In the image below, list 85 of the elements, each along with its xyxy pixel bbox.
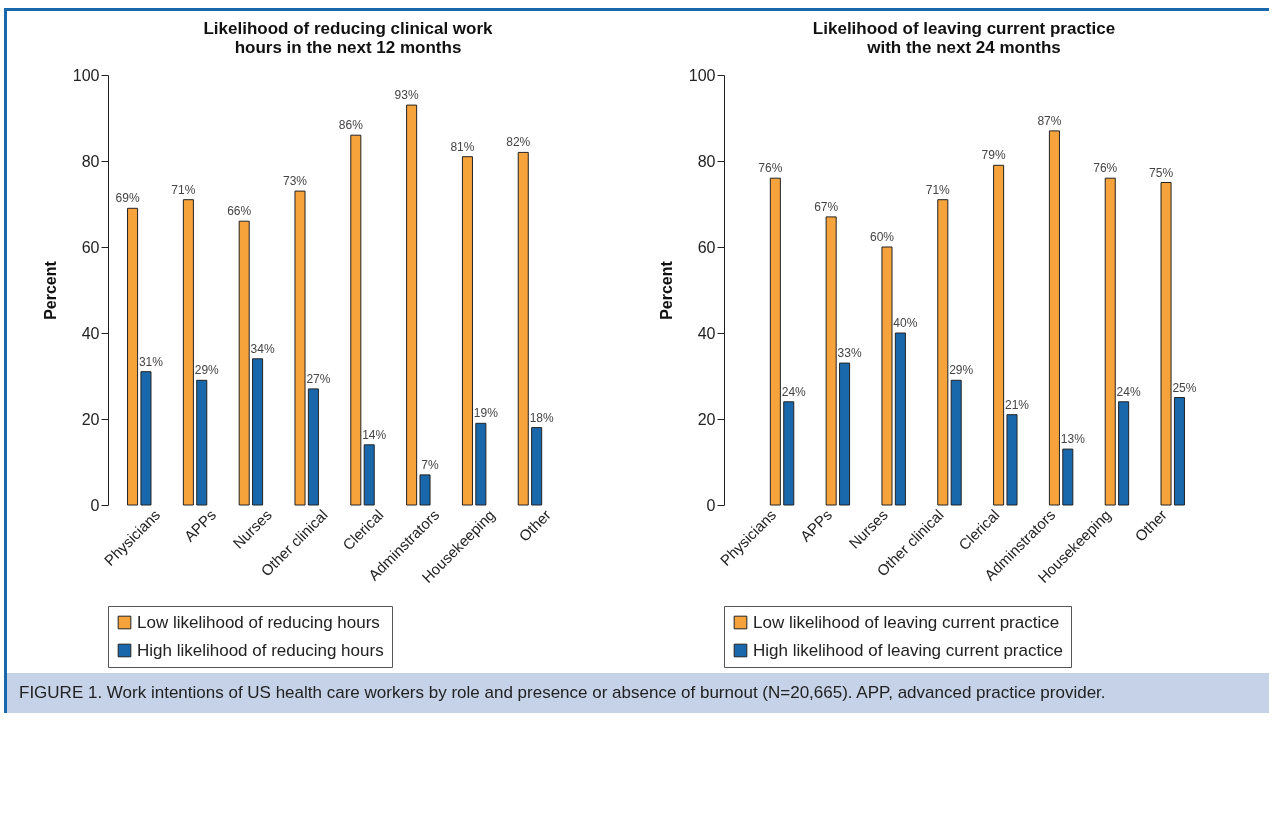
data-label: 71% — [925, 182, 951, 197]
y-axis-title: Percent — [657, 260, 675, 320]
chart-title: Likelihood of reducing clinical work hours in the next 12 months — [203, 19, 494, 57]
bar — [363, 444, 375, 506]
data-label: 34% — [250, 341, 275, 356]
data-label: 81% — [450, 139, 475, 154]
data-label: 24% — [781, 384, 807, 399]
data-label: 93% — [394, 88, 419, 103]
chart-title: Likelihood of leaving current practice with the next 24 months — [812, 19, 1116, 57]
data-label: 87% — [1037, 113, 1062, 128]
data-label: 27% — [306, 371, 331, 386]
data-label: 76% — [758, 161, 783, 176]
data-label: 76% — [1093, 161, 1118, 176]
bar — [839, 362, 851, 506]
data-label: 82% — [506, 135, 531, 150]
data-label: 75% — [1149, 165, 1174, 180]
y-tick-label: 60 — [697, 238, 716, 256]
y-tick-label: 80 — [697, 152, 716, 170]
bar — [894, 332, 906, 506]
data-label: 14% — [362, 427, 387, 442]
caption: FIGURE 1. Work intentions of US health care workers by role and presence or absence of burnout (N=20,665). APP, advanced practice provider. — [7, 673, 1269, 713]
data-label: 73% — [282, 174, 308, 189]
data-label: 7% — [421, 457, 440, 472]
bar — [1160, 182, 1172, 506]
y-axis-title: Percent — [41, 260, 59, 320]
data-label: 18% — [529, 410, 554, 425]
data-label: 66% — [227, 204, 252, 219]
data-label: 29% — [194, 363, 220, 378]
y-tick-label: 0 — [706, 496, 716, 514]
data-label: 69% — [115, 191, 140, 206]
bar — [950, 379, 962, 506]
data-label: 19% — [473, 406, 499, 421]
y-tick-label: 80 — [81, 152, 100, 170]
data-label: 21% — [1004, 397, 1030, 412]
bar — [196, 379, 208, 506]
bar — [517, 151, 529, 506]
bar — [127, 207, 139, 506]
y-tick-label: 100 — [688, 66, 716, 84]
bar — [140, 371, 152, 506]
data-label: 31% — [138, 354, 164, 369]
legend-label: High likelihood of leaving current practice — [753, 640, 1063, 660]
data-label: 86% — [338, 118, 364, 133]
bar — [419, 474, 431, 506]
bar — [238, 220, 250, 506]
bar — [1062, 448, 1074, 506]
bar — [769, 177, 781, 506]
legend-label: High likelihood of reducing hours — [137, 640, 384, 660]
y-tick-label: 60 — [81, 238, 100, 256]
bar — [531, 427, 543, 506]
y-tick-label: 0 — [90, 496, 100, 514]
y-tick-label: 100 — [72, 66, 100, 84]
data-label: 79% — [981, 148, 1006, 163]
bar — [937, 199, 949, 506]
bar — [475, 422, 487, 506]
bar — [461, 156, 473, 506]
data-label: 13% — [1060, 432, 1086, 447]
y-tick-label: 20 — [81, 410, 100, 428]
bar — [182, 199, 194, 506]
data-label: 33% — [837, 346, 862, 361]
legend-label: Low likelihood of leaving current practice — [753, 612, 1060, 632]
bar — [993, 164, 1005, 506]
bar — [1118, 401, 1130, 506]
bar — [1104, 177, 1116, 506]
bar — [350, 134, 362, 506]
bar — [294, 190, 306, 506]
data-label: 25% — [1172, 380, 1197, 395]
bar — [783, 401, 795, 506]
y-tick-label: 40 — [697, 324, 716, 342]
bar — [825, 216, 837, 506]
data-label: 71% — [171, 182, 196, 197]
y-tick-label: 20 — [697, 410, 716, 428]
data-label: 29% — [949, 363, 974, 378]
bar — [252, 358, 264, 506]
bar — [1048, 130, 1060, 506]
data-label: 24% — [1116, 384, 1141, 399]
bar — [307, 388, 319, 506]
bar — [1006, 414, 1018, 506]
data-label: 40% — [893, 316, 918, 330]
data-label: 60% — [869, 230, 895, 244]
data-label: 67% — [814, 199, 839, 214]
bar — [1173, 397, 1185, 506]
bar — [881, 246, 893, 506]
bar — [406, 104, 418, 506]
y-tick-label: 40 — [81, 324, 100, 342]
legend-label: Low likelihood of reducing hours — [137, 612, 380, 632]
